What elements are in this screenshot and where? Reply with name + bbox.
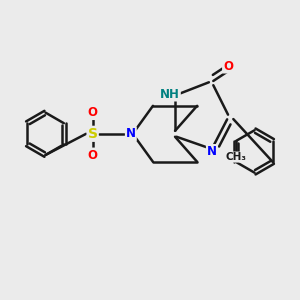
Text: H: H [170, 89, 180, 99]
Text: S: S [88, 127, 98, 141]
Text: CH₃: CH₃ [226, 152, 247, 162]
Text: N: N [126, 127, 136, 140]
Text: O: O [88, 106, 98, 119]
Text: N: N [207, 145, 217, 158]
Text: O: O [88, 148, 98, 161]
Text: O: O [223, 60, 233, 73]
Text: NH: NH [160, 88, 180, 100]
Text: N: N [162, 88, 172, 100]
